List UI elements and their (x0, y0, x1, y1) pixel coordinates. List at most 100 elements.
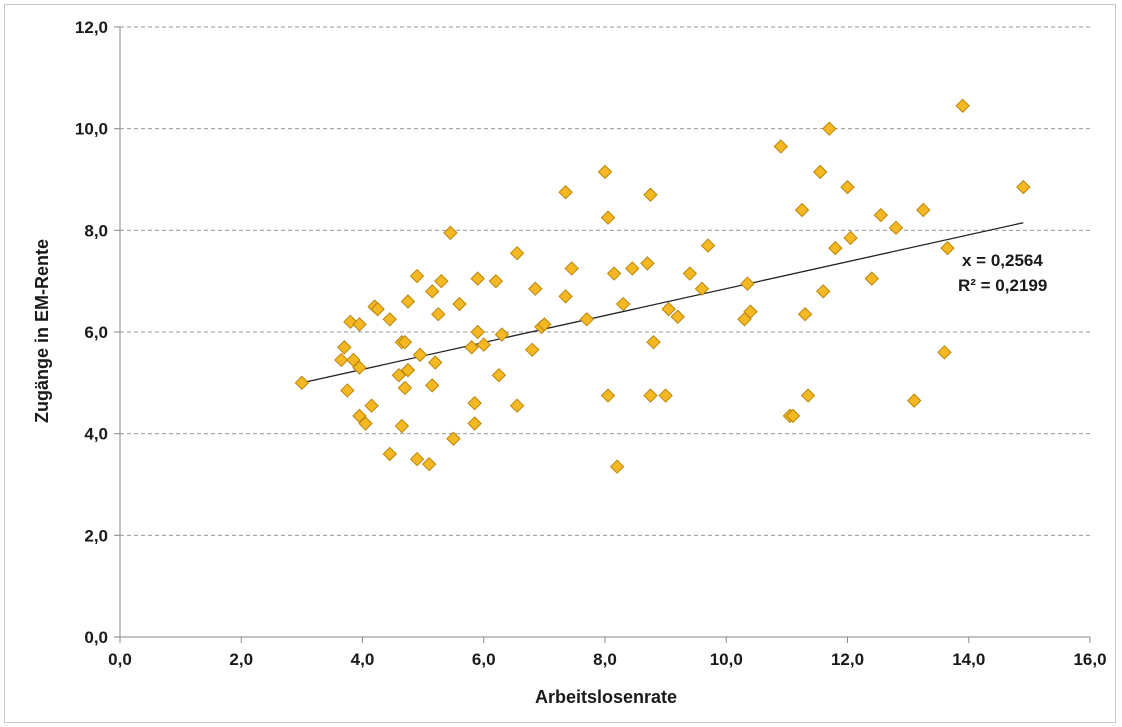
data-point (358, 416, 373, 431)
data-point (916, 202, 931, 218)
x-tick-label: 2,0 (229, 650, 253, 669)
data-point (525, 342, 540, 357)
data-point (382, 446, 397, 462)
data-point (340, 383, 355, 398)
data-point (491, 368, 507, 383)
data-point (873, 207, 889, 223)
data-point (425, 378, 440, 393)
x-axis-title: Arbeitslosenrate (535, 687, 677, 707)
y-tick-label: 2,0 (84, 526, 108, 545)
annotation-r-squared: R² = 0,2199 (958, 276, 1047, 295)
x-tick-label: 14,0 (952, 650, 985, 669)
x-tick-label: 4,0 (351, 650, 375, 669)
y-tick-label: 4,0 (84, 425, 108, 444)
data-point (397, 334, 413, 350)
data-point (467, 416, 482, 431)
data-point (785, 408, 801, 424)
data-point (740, 276, 755, 291)
data-point (352, 360, 367, 375)
data-point (352, 317, 367, 332)
data-point (600, 210, 616, 225)
data-point (797, 307, 813, 322)
data-point (470, 324, 485, 340)
x-tick-label: 16,0 (1073, 650, 1106, 669)
data-point (476, 337, 491, 352)
data-point (464, 340, 479, 355)
y-tick-label: 10,0 (75, 120, 108, 139)
data-point (558, 289, 573, 304)
data-point (955, 98, 970, 113)
x-tick-label: 0,0 (108, 650, 132, 669)
data-point (564, 261, 579, 276)
axes (119, 27, 1090, 638)
data-point (773, 139, 789, 154)
x-tick-labels: 0,0 2,0 4,0 6,0 8,0 10,0 12,0 14,0 16,0 (108, 650, 1106, 669)
data-point (400, 362, 416, 378)
data-point (682, 266, 698, 281)
y-tick-label: 8,0 (84, 221, 108, 240)
data-point (940, 240, 955, 256)
y-tick-label: 0,0 (84, 628, 108, 647)
data-point (609, 459, 625, 474)
data-point (470, 271, 485, 286)
data-point (334, 352, 349, 368)
data-point (391, 368, 407, 383)
data-point (661, 301, 676, 317)
data-point (509, 398, 525, 413)
data-point (434, 273, 449, 289)
data-point (794, 202, 810, 218)
data-point (840, 179, 855, 195)
data-point (813, 164, 828, 180)
data-point (843, 230, 858, 246)
data-point (888, 220, 904, 235)
data-point (597, 164, 613, 180)
data-point (400, 294, 416, 309)
data-point (800, 388, 816, 403)
data-point (1016, 179, 1031, 195)
data-point (694, 281, 710, 296)
data-point (446, 431, 461, 446)
data-point (579, 312, 595, 327)
y-tick-label: 12,0 (75, 18, 108, 37)
y-tick-label: 6,0 (84, 323, 108, 342)
data-point (558, 185, 573, 200)
data-point (382, 312, 397, 327)
data-point (646, 334, 661, 350)
data-point (409, 268, 425, 284)
data-point (816, 284, 831, 299)
x-tick-label: 12,0 (831, 650, 864, 669)
grid-lines (114, 26, 1091, 643)
y-tick-labels: 0,0 2,0 4,0 6,0 8,0 10,0 12,0 (75, 18, 108, 647)
data-point (528, 281, 543, 296)
data-point (743, 304, 758, 319)
data-point (397, 380, 413, 396)
data-point (412, 347, 428, 363)
data-point (658, 388, 673, 403)
data-point (394, 418, 410, 434)
data-point (822, 121, 837, 136)
data-point (643, 187, 658, 202)
data-point (606, 266, 622, 281)
data-point (337, 340, 352, 355)
data-points (294, 98, 1031, 474)
data-point (370, 301, 385, 317)
data-point (294, 375, 310, 391)
data-point (906, 393, 922, 408)
data-point (600, 388, 616, 403)
data-point (509, 246, 525, 261)
data-point (443, 225, 458, 241)
data-point (431, 307, 446, 322)
data-point (494, 327, 510, 342)
x-tick-label: 10,0 (710, 650, 743, 669)
data-point (467, 395, 482, 411)
data-point (364, 398, 379, 413)
data-point (421, 456, 437, 472)
y-axis-title: Zugänge in EM-Rente (32, 239, 52, 423)
data-point (452, 296, 467, 312)
data-point (643, 388, 658, 403)
data-point (700, 238, 716, 253)
data-point (864, 271, 879, 286)
data-point (428, 355, 443, 370)
data-point (640, 256, 655, 271)
data-point (625, 261, 640, 276)
